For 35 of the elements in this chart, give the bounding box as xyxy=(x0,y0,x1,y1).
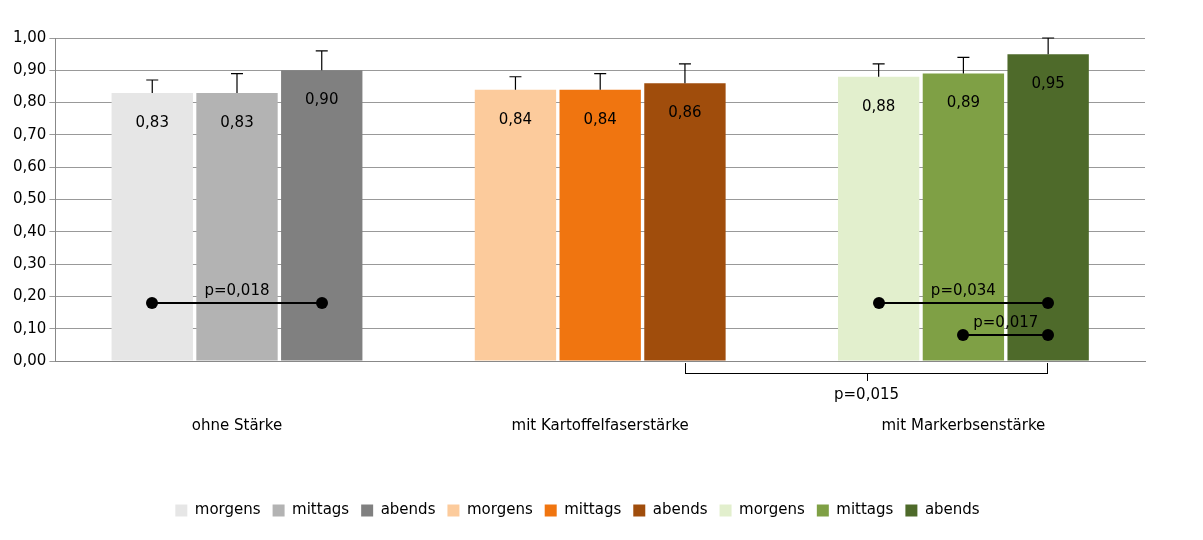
legend-label: morgens xyxy=(194,500,261,519)
x-tick-label: mit Markerbsenstärke xyxy=(881,415,1046,434)
y-tick-label: 0,00 xyxy=(12,350,47,369)
y-tick-label: 0,50 xyxy=(12,189,47,208)
y-tick-label: 1,00 xyxy=(12,27,47,46)
data-label: 0,84 xyxy=(498,109,533,128)
data-label: 0,89 xyxy=(946,93,981,112)
annotation: p=0,034 xyxy=(930,280,996,299)
y-tick-label: 0,40 xyxy=(12,221,47,240)
x-tick-label: mit Kartoffelfaserstärke xyxy=(511,415,689,434)
annotation: p=0,018 xyxy=(204,280,270,299)
y-tick-label: 0,10 xyxy=(12,318,47,337)
data-label: 0,90 xyxy=(305,90,339,109)
y-tick-label: 0,30 xyxy=(12,253,47,272)
data-label: 0,88 xyxy=(861,96,896,115)
legend-label: mittags xyxy=(564,500,622,519)
data-label: 0,83 xyxy=(135,112,169,131)
y-tick-label: 0,60 xyxy=(12,157,47,176)
x-tick-label: ohne Stärke xyxy=(191,415,283,434)
y-tick-label: 0,80 xyxy=(12,92,47,111)
data-label: 0,86 xyxy=(668,103,702,122)
legend-label: abends xyxy=(380,500,436,519)
legend-label: mittags xyxy=(292,500,350,519)
y-tick-label: 0,90 xyxy=(12,60,47,79)
text: p=0,015 xyxy=(834,385,900,403)
data-label: 0,95 xyxy=(1031,74,1065,93)
y-tick-label: 0,20 xyxy=(12,286,47,305)
y-tick-label: 0,70 xyxy=(12,124,47,143)
legend-label: abends xyxy=(924,500,980,519)
legend-label: mittags xyxy=(836,500,894,519)
legend-label: morgens xyxy=(466,500,533,519)
legend-label: abends xyxy=(652,500,708,519)
data-label: 0,84 xyxy=(583,109,617,128)
legend-label: morgens xyxy=(739,500,806,519)
data-label: 0,83 xyxy=(220,112,254,131)
